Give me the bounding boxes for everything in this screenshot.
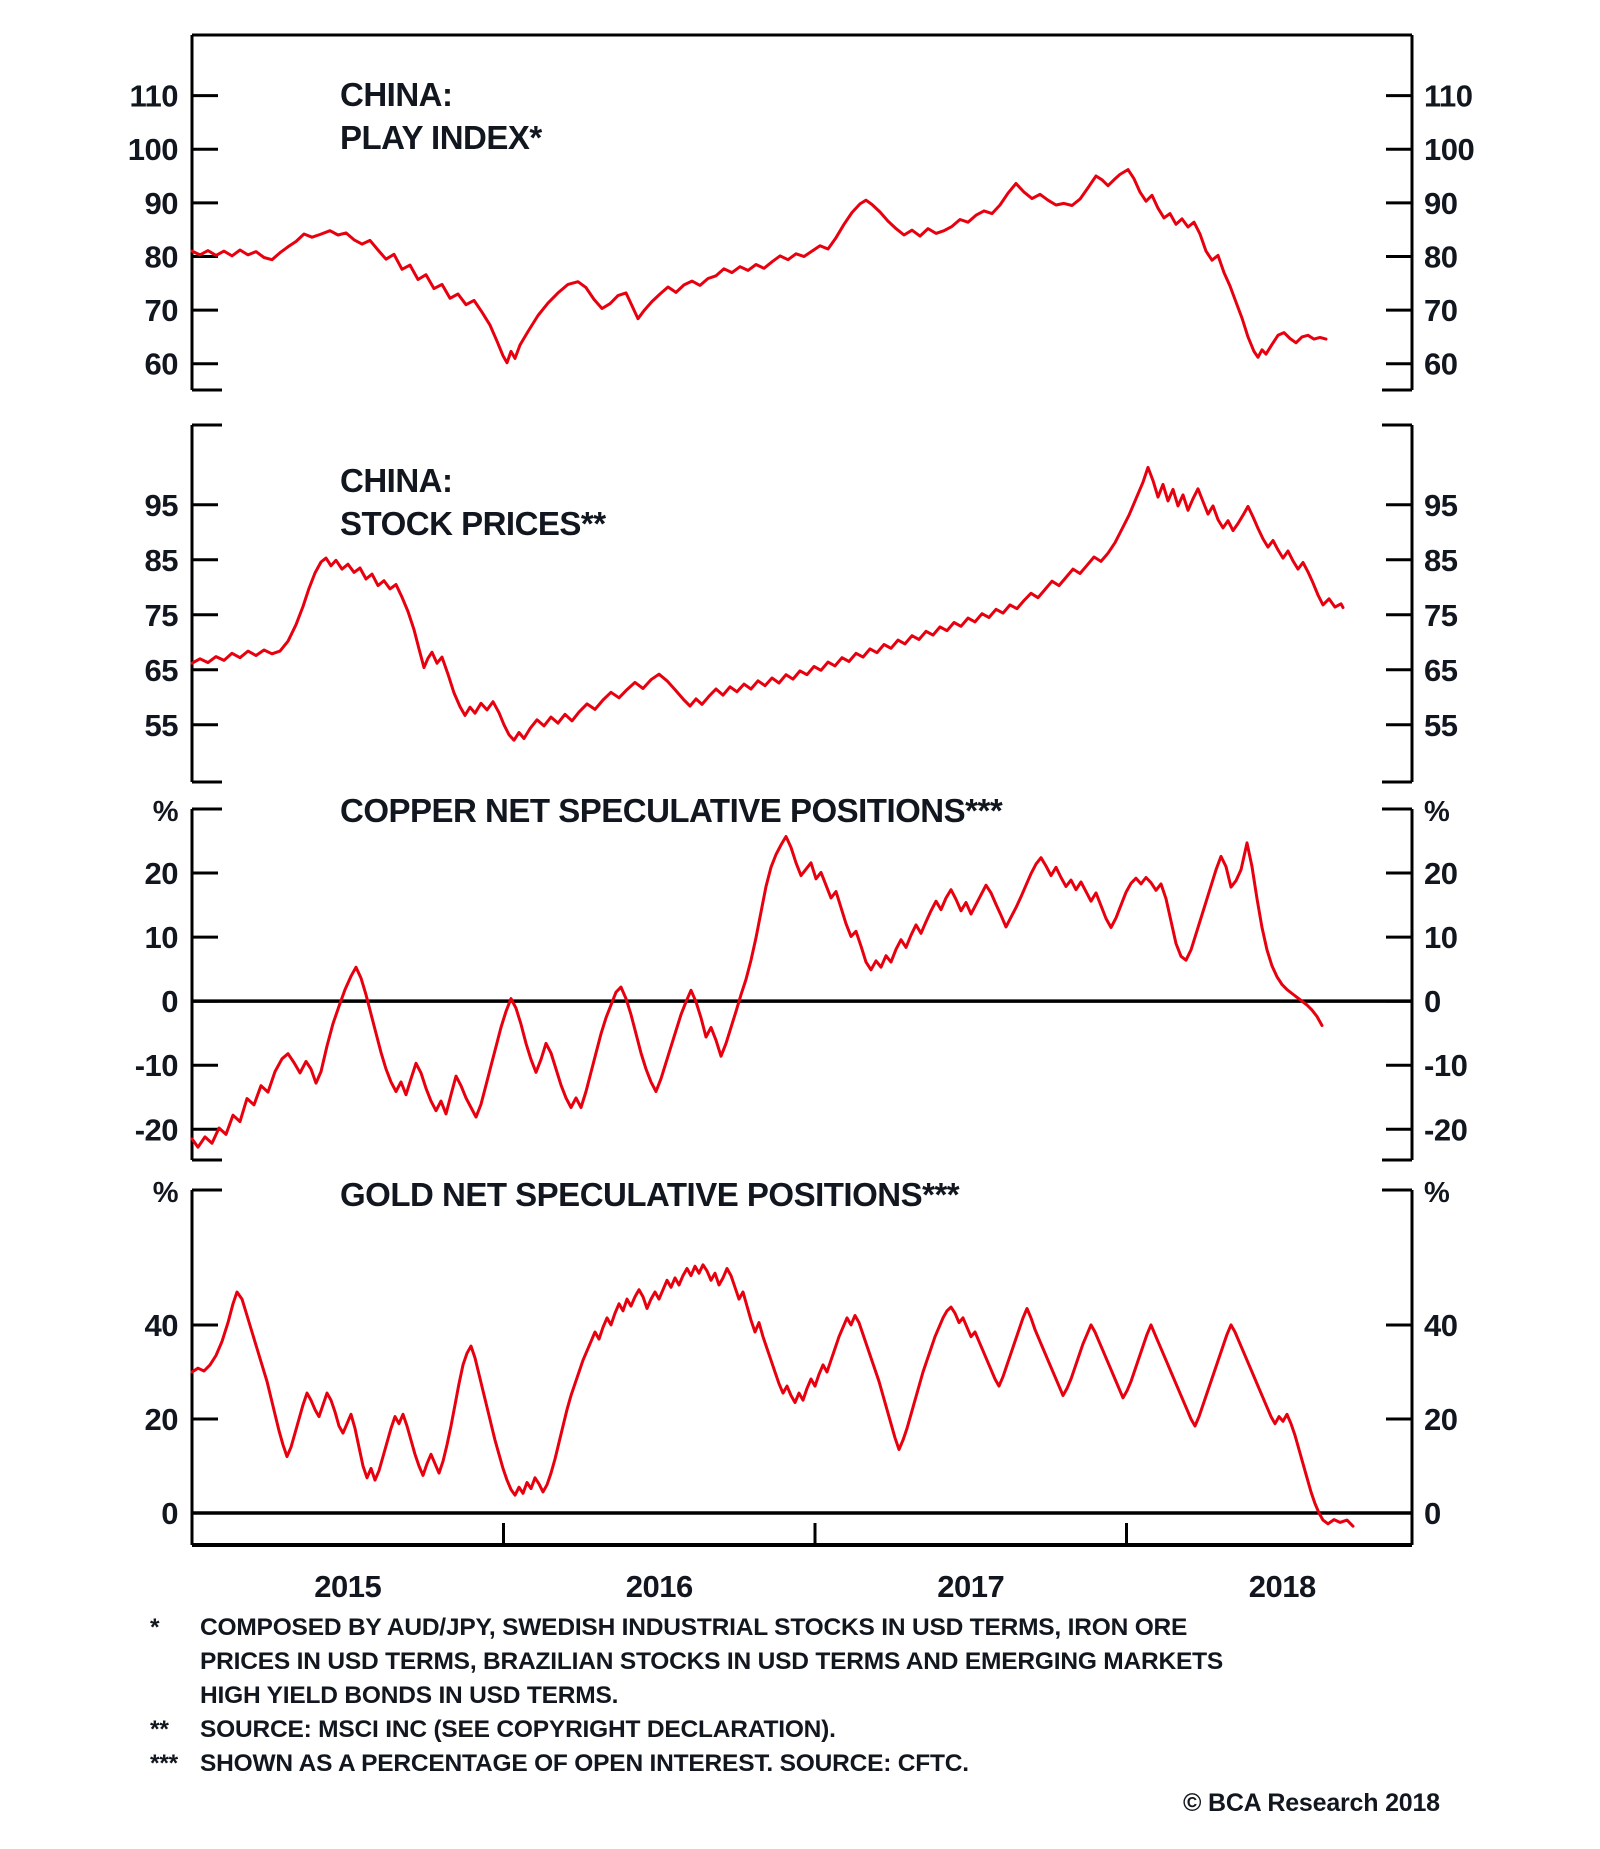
y-tick-label: 70 <box>1424 293 1457 328</box>
y-tick-label: 20 <box>1424 856 1457 891</box>
y-tick-label: 65 <box>1424 653 1458 688</box>
y-tick-label: 110 <box>129 79 178 114</box>
panel-title: STOCK PRICES** <box>340 505 606 542</box>
footnote-text: SOURCE: MSCI INC (SEE COPYRIGHT DECLARAT… <box>200 1716 836 1743</box>
y-tick-label: 80 <box>1424 239 1457 274</box>
y-tick-label: 40 <box>145 1308 178 1343</box>
panel-title: CHINA: <box>340 76 452 113</box>
y-axis-unit-label: % <box>153 796 179 828</box>
x-year-label: 2017 <box>937 1569 1004 1604</box>
footnotes: * COMPOSED BY AUD/JPY, SWEDISH INDUSTRIA… <box>150 1611 1350 1781</box>
y-tick-label: 85 <box>1424 543 1458 578</box>
footnote-line: ** SOURCE: MSCI INC (SEE COPYRIGHT DECLA… <box>150 1713 1350 1747</box>
y-axis-unit-label: % <box>153 1177 179 1209</box>
y-tick-label: 55 <box>1424 708 1458 743</box>
y-tick-label: 0 <box>161 984 178 1019</box>
footnote-marker: ** <box>150 1716 169 1743</box>
y-tick-label: 110 <box>1424 79 1473 114</box>
x-year-label: 2016 <box>626 1569 693 1604</box>
footnote-text: HIGH YIELD BONDS IN USD TERMS. <box>200 1682 619 1709</box>
y-tick-label: -10 <box>1424 1048 1467 1083</box>
y-tick-label: 70 <box>145 293 178 328</box>
x-year-label: 2015 <box>314 1569 381 1604</box>
y-tick-label: 100 <box>128 132 178 167</box>
footnote-line: PRICES IN USD TERMS, BRAZILIAN STOCKS IN… <box>150 1645 1350 1679</box>
y-tick-label: 10 <box>145 920 178 955</box>
y-tick-label: 20 <box>145 1402 178 1437</box>
footnote-marker <box>150 1679 200 1713</box>
footnote-text: SHOWN AS A PERCENTAGE OF OPEN INTEREST. … <box>200 1750 969 1777</box>
y-tick-label: 10 <box>1424 920 1457 955</box>
footnote-line: *** SHOWN AS A PERCENTAGE OF OPEN INTERE… <box>150 1747 1350 1781</box>
footnote-marker: * <box>150 1614 160 1641</box>
y-tick-label: 20 <box>1424 1402 1457 1437</box>
y-tick-label: 65 <box>145 653 179 688</box>
footnote-marker: *** <box>150 1750 179 1777</box>
footnote-line: HIGH YIELD BONDS IN USD TERMS. <box>150 1679 1350 1713</box>
y-tick-label: 95 <box>1424 488 1458 523</box>
y-tick-label: 75 <box>145 598 179 633</box>
y-tick-label: 60 <box>1424 347 1457 382</box>
y-tick-label: 95 <box>145 488 179 523</box>
x-year-label: 2018 <box>1249 1569 1316 1604</box>
y-tick-label: -20 <box>135 1112 178 1147</box>
panel-title: COPPER NET SPECULATIVE POSITIONS*** <box>340 792 1003 829</box>
y-axis-unit-label: % <box>1424 796 1450 828</box>
y-tick-label: 0 <box>1424 1496 1441 1531</box>
panel-title: GOLD NET SPECULATIVE POSITIONS*** <box>340 1176 960 1213</box>
data-series-line <box>190 1263 1355 1528</box>
y-tick-label: 0 <box>1424 984 1441 1019</box>
footnote-text: COMPOSED BY AUD/JPY, SWEDISH INDUSTRIAL … <box>200 1614 1188 1641</box>
data-series-line <box>190 168 1328 365</box>
y-tick-label: 60 <box>145 347 178 382</box>
y-tick-label: 20 <box>145 856 178 891</box>
y-tick-label: 0 <box>161 1496 178 1531</box>
y-tick-label: 40 <box>1424 1308 1457 1343</box>
y-tick-label: 90 <box>145 186 178 221</box>
y-tick-label: 90 <box>1424 186 1457 221</box>
data-series-line <box>190 465 1345 742</box>
y-tick-label: 55 <box>145 708 179 743</box>
y-axis-unit-label: % <box>1424 1177 1450 1209</box>
copyright-notice: © BCA Research 2018 <box>1183 1789 1440 1817</box>
y-tick-label: 80 <box>145 239 178 274</box>
panel-title: PLAY INDEX* <box>340 119 542 156</box>
panel-title: CHINA: <box>340 462 452 499</box>
y-tick-label: 75 <box>1424 598 1458 633</box>
footnote-marker <box>150 1645 200 1679</box>
footnote-text: PRICES IN USD TERMS, BRAZILIAN STOCKS IN… <box>200 1648 1224 1675</box>
y-tick-label: 85 <box>145 543 179 578</box>
footnote-line: * COMPOSED BY AUD/JPY, SWEDISH INDUSTRIA… <box>150 1611 1350 1645</box>
y-tick-label: -20 <box>1424 1112 1467 1147</box>
y-tick-label: 100 <box>1424 132 1474 167</box>
data-series-line <box>190 835 1324 1149</box>
y-tick-label: -10 <box>135 1048 178 1083</box>
